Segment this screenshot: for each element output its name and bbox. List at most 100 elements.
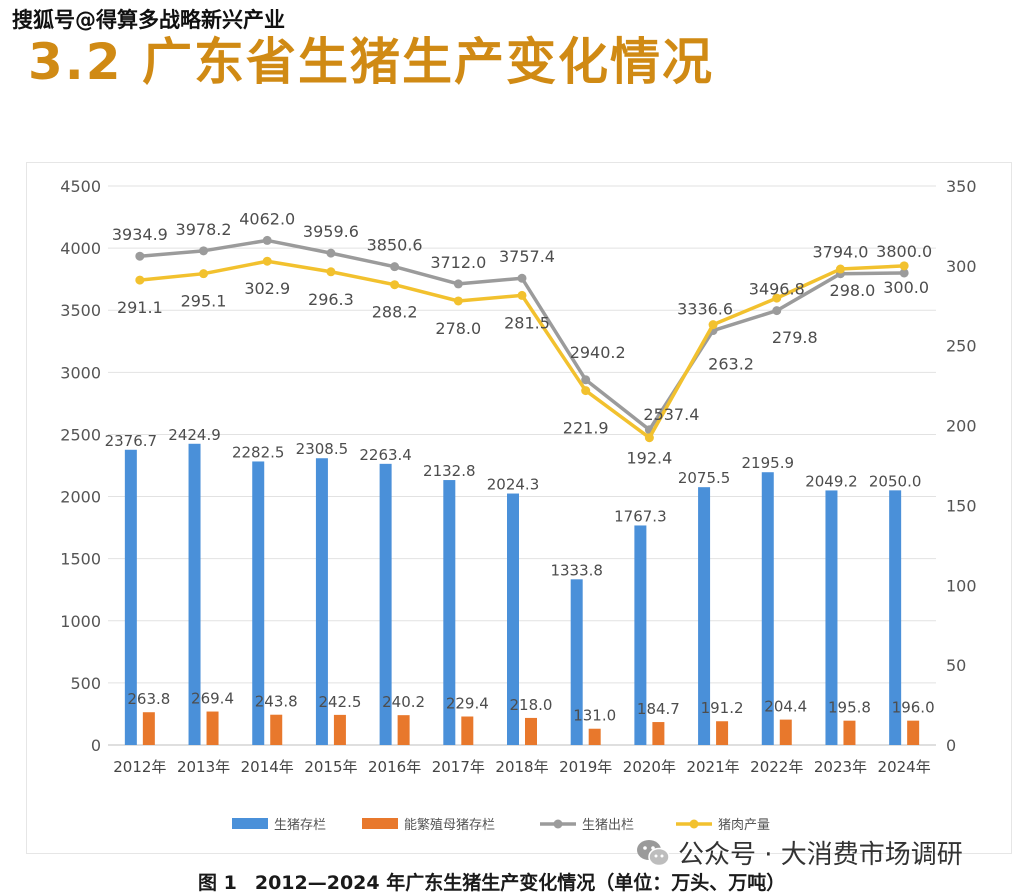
wechat-icon [636,838,670,868]
data-label-sow-inventory: 196.0 [892,699,935,717]
legend-swatch [232,818,268,829]
figure-caption: 图 1 2012—2024 年广东生猪生产变化情况（单位：万头、万吨） [198,868,785,895]
data-label-slaughter: 3800.0 [876,242,932,261]
y-right-tick-label: 350 [946,177,977,196]
data-label-inventory: 2263.4 [359,446,412,464]
data-label-pork-output: 192.4 [626,449,672,468]
x-tick-label: 2018年 [495,758,548,776]
marker-pork-output [708,320,718,330]
y-right-tick-label: 250 [946,337,977,356]
data-label-sow-inventory: 240.2 [382,693,425,711]
bar-sow-inventory [206,711,219,745]
y-right-tick-label: 200 [946,417,977,436]
legend-label: 猪肉产量 [718,818,770,833]
data-label-slaughter: 3850.6 [367,236,423,255]
data-label-pork-output: 279.8 [772,328,818,347]
x-tick-label: 2020年 [623,758,676,776]
marker-pork-output [835,264,845,274]
y-left-tick-label: 4500 [60,177,101,196]
y-right-tick-label: 100 [946,576,977,595]
data-label-sow-inventory: 269.4 [191,690,234,708]
figure-label: 图 1 [198,872,237,894]
section-title: 3.2 广东省生猪生产变化情况 [28,33,714,91]
data-label-slaughter: 2940.2 [570,343,626,362]
data-label-sow-inventory: 184.7 [637,700,680,718]
data-label-slaughter: 3712.0 [430,253,486,272]
bar-inventory [124,449,137,745]
data-label-slaughter: 3794.0 [812,243,868,262]
x-tick-label: 2017年 [432,758,485,776]
bar-inventory [698,487,711,745]
watermark-top: 搜狐号@得算多战略新兴产业 [12,8,285,32]
data-label-sow-inventory: 204.4 [764,698,807,716]
y-right-tick-label: 50 [946,656,966,675]
y-left-tick-label: 2000 [60,488,101,507]
data-label-sow-inventory: 243.8 [255,693,298,711]
marker-slaughter [262,235,272,245]
data-label-slaughter: 2537.4 [643,405,699,424]
data-label-inventory: 2195.9 [742,454,795,472]
bar-sow-inventory [525,717,537,745]
data-label-inventory: 2024.3 [487,476,540,494]
data-label-inventory: 2132.8 [423,462,476,480]
y-left-tick-label: 3500 [60,301,101,320]
data-label-sow-inventory: 229.4 [446,695,489,713]
legend-label: 生猪存栏 [274,818,326,833]
marker-slaughter [326,248,336,258]
marker-slaughter [517,273,527,283]
bar-inventory [252,461,265,745]
legend-marker [553,819,563,829]
bar-inventory [825,490,838,745]
x-tick-label: 2016年 [368,758,421,776]
data-label-slaughter: 3978.2 [176,220,232,239]
data-label-inventory: 2424.9 [168,426,221,444]
marker-pork-output [772,293,782,303]
bar-sow-inventory [779,719,792,745]
data-label-pork-output: 296.3 [308,290,354,309]
marker-pork-output [899,261,909,271]
data-label-sow-inventory: 131.0 [573,707,616,725]
bar-sow-inventory [270,714,283,745]
data-label-pork-output: 295.1 [181,292,227,311]
data-label-sow-inventory: 195.8 [828,699,871,717]
data-label-slaughter: 3336.6 [677,300,733,319]
x-tick-label: 2023年 [814,758,867,776]
marker-slaughter [899,268,909,278]
marker-slaughter [453,279,463,289]
y-right-tick-label: 150 [946,496,977,515]
bar-sow-inventory [843,720,856,745]
x-tick-label: 2014年 [241,758,294,776]
bar-inventory [188,443,201,745]
data-label-slaughter: 4062.0 [239,209,295,228]
y-left-tick-label: 1500 [60,550,101,569]
marker-pork-output [135,275,145,285]
bar-sow-inventory [397,715,410,745]
data-label-pork-output: 281.5 [504,313,550,332]
y-right-tick-label: 0 [946,736,956,755]
x-tick-label: 2022年 [750,758,803,776]
data-label-inventory: 2049.2 [805,472,858,490]
watermark-bottom: 公众号 · 大消费市场调研 [636,834,963,871]
legend-marker [689,819,699,829]
data-label-sow-inventory: 263.8 [127,690,170,708]
data-label-pork-output: 263.2 [708,355,754,374]
bar-sow-inventory [588,728,601,745]
y-left-tick-label: 1000 [60,612,101,631]
marker-slaughter [135,251,145,261]
data-label-inventory: 2376.7 [105,432,158,450]
marker-slaughter [199,246,209,256]
bar-inventory [443,480,456,745]
data-label-slaughter: 3934.9 [112,225,168,244]
y-left-tick-label: 500 [70,674,101,693]
y-right-tick-label: 300 [946,257,977,276]
bar-inventory [379,463,392,745]
y-left-tick-label: 4000 [60,239,101,258]
bar-inventory [634,525,647,745]
legend-label: 能繁殖母猪存栏 [404,817,495,833]
bar-sow-inventory [716,721,729,745]
marker-pork-output [326,267,336,277]
legend-swatch [362,818,398,829]
data-label-pork-output: 221.9 [563,419,609,438]
data-label-pork-output: 300.0 [883,278,929,297]
marker-pork-output [453,296,463,306]
